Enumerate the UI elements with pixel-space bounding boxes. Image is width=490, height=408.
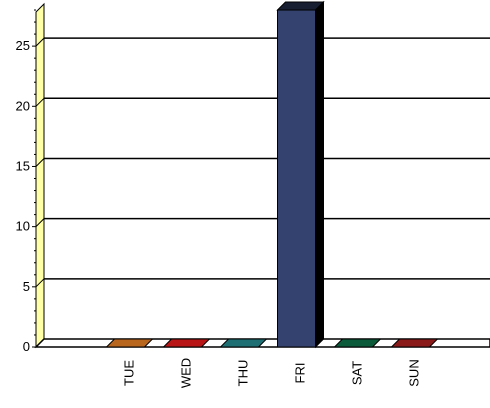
y-tick-label: 5	[23, 279, 30, 294]
chart-side-wall	[35, 2, 45, 349]
chart-back-wall	[44, 4, 490, 339]
x-tick-label: WED	[179, 358, 194, 388]
x-tick-label: SAT	[350, 361, 365, 385]
bar-tue[interactable]	[105, 338, 154, 348]
gridline-diagonal	[35, 278, 45, 288]
y-tick-label: 0	[23, 339, 30, 354]
bar-sun[interactable]	[390, 338, 439, 348]
gridline-diagonal	[35, 37, 45, 47]
x-tick-label: TUE	[122, 360, 137, 386]
gridline-diagonal	[35, 97, 45, 107]
bar-fri[interactable]	[277, 9, 316, 348]
gridline-diagonal	[35, 218, 45, 228]
y-tick-label: 25	[16, 38, 30, 53]
x-tick-label: SUN	[407, 359, 422, 386]
bar-wed[interactable]	[162, 338, 211, 348]
y-tick-label: 20	[16, 98, 30, 113]
bar-sat[interactable]	[333, 338, 382, 348]
x-tick-label: THU	[236, 360, 251, 387]
gridline-diagonal	[35, 158, 45, 167]
y-tick-label: 10	[16, 219, 30, 234]
bar-side-fri	[315, 0, 324, 349]
x-tick-label: FRI	[293, 363, 308, 384]
bar-thu[interactable]	[219, 338, 268, 348]
y-tick-label: 15	[16, 158, 30, 173]
